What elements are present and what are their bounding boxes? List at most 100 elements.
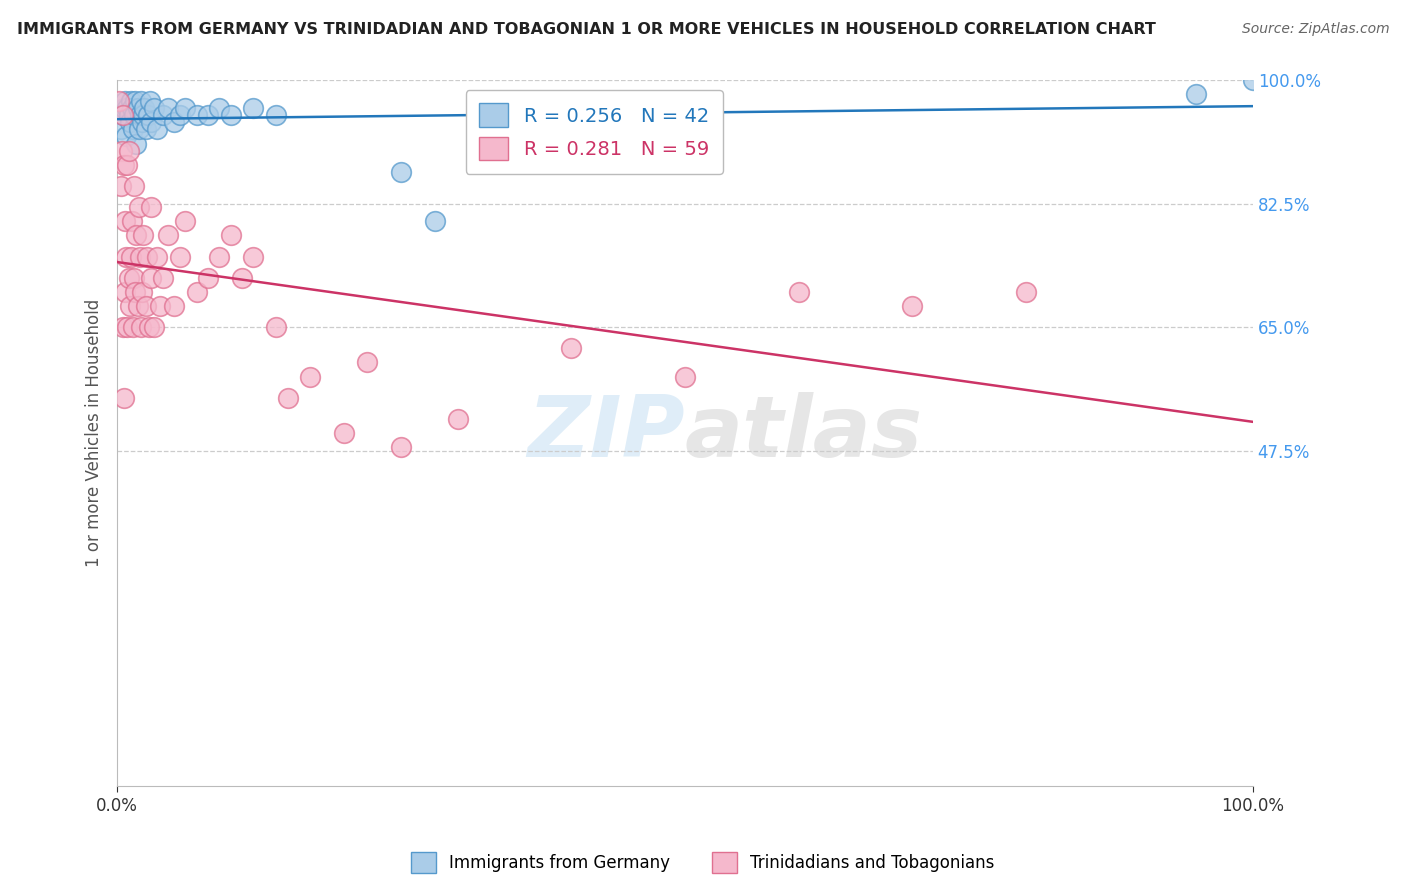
Y-axis label: 1 or more Vehicles in Household: 1 or more Vehicles in Household — [86, 299, 103, 567]
Point — [129, 108, 152, 122]
Point — [231, 270, 253, 285]
Point — [174, 101, 197, 115]
Point — [110, 178, 132, 193]
Point — [122, 178, 145, 193]
Point — [136, 108, 159, 122]
Point — [111, 108, 134, 122]
Point — [299, 369, 322, 384]
Text: Source: ZipAtlas.com: Source: ZipAtlas.com — [1241, 22, 1389, 37]
Point — [132, 108, 155, 122]
Point — [208, 101, 231, 115]
Point — [125, 136, 148, 151]
Point — [186, 108, 208, 122]
Point — [901, 299, 924, 313]
Point — [142, 101, 165, 115]
Point — [122, 122, 145, 136]
Point — [112, 391, 135, 405]
Point — [110, 122, 132, 136]
Point — [114, 214, 136, 228]
Point — [152, 270, 174, 285]
Point — [560, 341, 582, 355]
Point — [219, 228, 242, 243]
Point — [197, 270, 219, 285]
Point — [787, 285, 810, 299]
Point — [129, 320, 152, 334]
Point — [146, 250, 169, 264]
Point — [129, 94, 152, 108]
Point — [131, 115, 153, 129]
Point — [127, 101, 149, 115]
Point — [128, 200, 150, 214]
Point — [138, 320, 160, 334]
Point — [120, 94, 142, 108]
Point — [264, 108, 287, 122]
Point — [174, 214, 197, 228]
Point — [122, 270, 145, 285]
Point — [118, 299, 141, 313]
Point — [121, 101, 143, 115]
Point — [117, 101, 139, 115]
Point — [124, 94, 146, 108]
Point — [111, 320, 134, 334]
Point — [132, 228, 155, 243]
Point — [197, 108, 219, 122]
Point — [121, 214, 143, 228]
Point — [118, 115, 141, 129]
Point — [117, 320, 139, 334]
Text: ZIP: ZIP — [527, 392, 685, 475]
Point — [122, 108, 145, 122]
Point — [128, 122, 150, 136]
Point — [142, 320, 165, 334]
Point — [152, 108, 174, 122]
Point — [120, 250, 142, 264]
Point — [219, 108, 242, 122]
Point — [425, 214, 447, 228]
Point — [125, 228, 148, 243]
Point — [129, 250, 152, 264]
Point — [208, 250, 231, 264]
Point — [157, 101, 180, 115]
Point — [186, 285, 208, 299]
Point — [673, 369, 696, 384]
Point — [242, 101, 264, 115]
Point — [1015, 285, 1038, 299]
Text: IMMIGRANTS FROM GERMANY VS TRINIDADIAN AND TOBAGONIAN 1 OR MORE VEHICLES IN HOUS: IMMIGRANTS FROM GERMANY VS TRINIDADIAN A… — [17, 22, 1156, 37]
Point — [356, 355, 378, 369]
Point — [277, 391, 299, 405]
Point — [135, 299, 157, 313]
Point — [149, 299, 172, 313]
Point — [1185, 87, 1208, 101]
Point — [117, 158, 139, 172]
Point — [112, 158, 135, 172]
Point — [111, 144, 134, 158]
Point — [112, 101, 135, 115]
Point — [146, 122, 169, 136]
Legend: Immigrants from Germany, Trinidadians and Tobagonians: Immigrants from Germany, Trinidadians an… — [405, 846, 1001, 880]
Point — [163, 115, 186, 129]
Point — [333, 425, 356, 440]
Point — [111, 108, 134, 122]
Point — [115, 129, 138, 144]
Point — [135, 250, 157, 264]
Legend: R = 0.256   N = 42, R = 0.281   N = 59: R = 0.256 N = 42, R = 0.281 N = 59 — [465, 90, 723, 174]
Point — [1241, 73, 1264, 87]
Point — [127, 299, 149, 313]
Text: atlas: atlas — [685, 392, 924, 475]
Point — [139, 94, 162, 108]
Point — [108, 94, 131, 108]
Point — [447, 412, 470, 426]
Point — [169, 250, 191, 264]
Point — [117, 108, 139, 122]
Point — [141, 270, 163, 285]
Point — [135, 122, 157, 136]
Point — [114, 285, 136, 299]
Point — [122, 320, 145, 334]
Point — [117, 144, 139, 158]
Point — [163, 299, 186, 313]
Point — [115, 250, 138, 264]
Point — [242, 250, 264, 264]
Point — [131, 285, 153, 299]
Point — [389, 165, 412, 179]
Point — [157, 228, 180, 243]
Point — [389, 440, 412, 454]
